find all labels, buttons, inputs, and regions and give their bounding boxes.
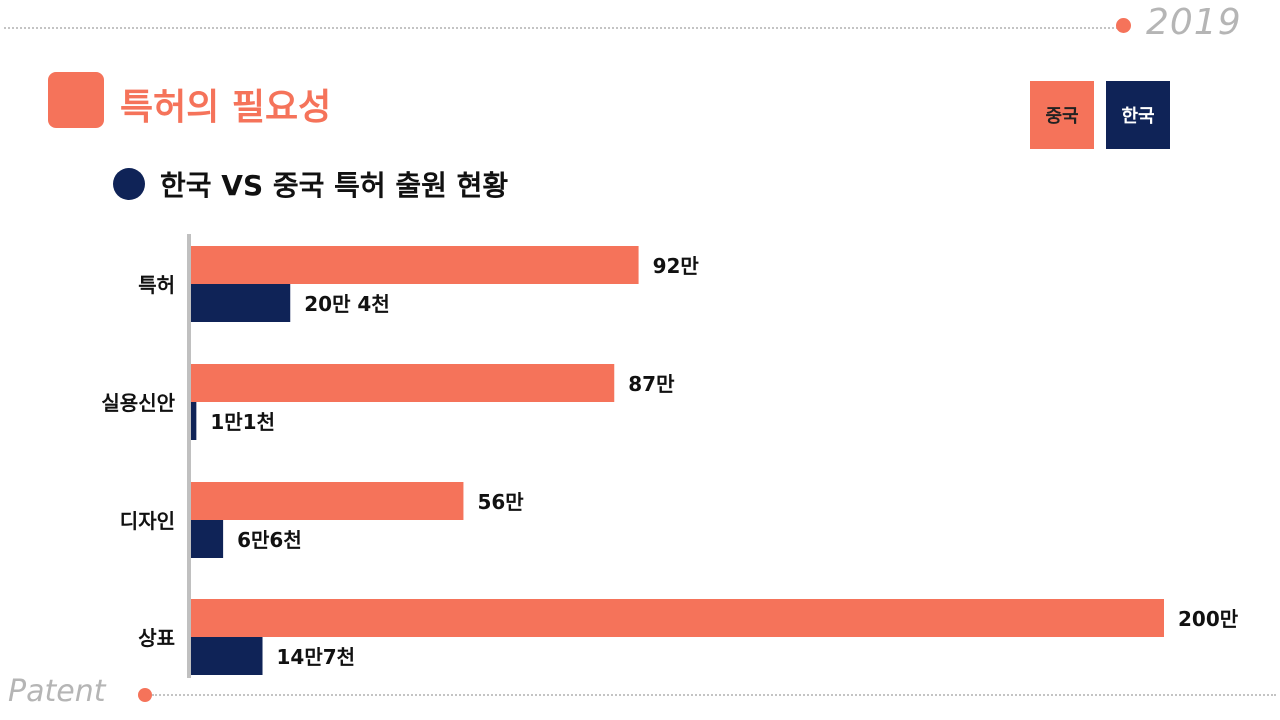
title-square-icon bbox=[48, 72, 104, 128]
chart-subtitle: 한국 VS 중국 특허 출원 현황 bbox=[160, 169, 509, 202]
category-label: 디자인 bbox=[120, 509, 175, 533]
top-dotted-line bbox=[4, 27, 1118, 29]
value-label-korea: 1만1천 bbox=[210, 410, 275, 434]
bar-china bbox=[191, 364, 615, 402]
category-label: 실용신안 bbox=[101, 391, 175, 415]
value-label-korea: 6만6천 bbox=[237, 528, 302, 552]
year-label: 2019 bbox=[1146, 2, 1242, 43]
value-label-china: 87만 bbox=[628, 372, 675, 396]
bar-korea bbox=[191, 520, 224, 558]
category-label: 특허 bbox=[138, 273, 175, 297]
bar-korea bbox=[191, 637, 263, 675]
footer-label: Patent bbox=[8, 674, 106, 709]
bar-china bbox=[191, 246, 639, 284]
subtitle-bullet-icon bbox=[113, 168, 145, 200]
value-label-korea: 20만 4천 bbox=[304, 292, 390, 316]
legend-korea: 한국 bbox=[1106, 81, 1170, 149]
bottom-dotted-line bbox=[152, 694, 1276, 696]
value-label-china: 56만 bbox=[477, 490, 524, 514]
bar-korea bbox=[191, 284, 291, 322]
value-label-china: 200만 bbox=[1178, 607, 1239, 631]
legend-china: 중국 bbox=[1030, 81, 1094, 149]
value-label-korea: 14만7천 bbox=[277, 645, 356, 669]
bar-korea bbox=[191, 402, 197, 440]
bottom-accent-dot bbox=[138, 688, 152, 702]
page-title: 특허의 필요성 bbox=[120, 87, 332, 128]
top-accent-dot bbox=[1116, 18, 1131, 33]
category-label: 상표 bbox=[138, 626, 175, 650]
bar-china bbox=[191, 599, 1164, 637]
bar-china bbox=[191, 482, 464, 520]
value-label-china: 92만 bbox=[653, 254, 700, 278]
